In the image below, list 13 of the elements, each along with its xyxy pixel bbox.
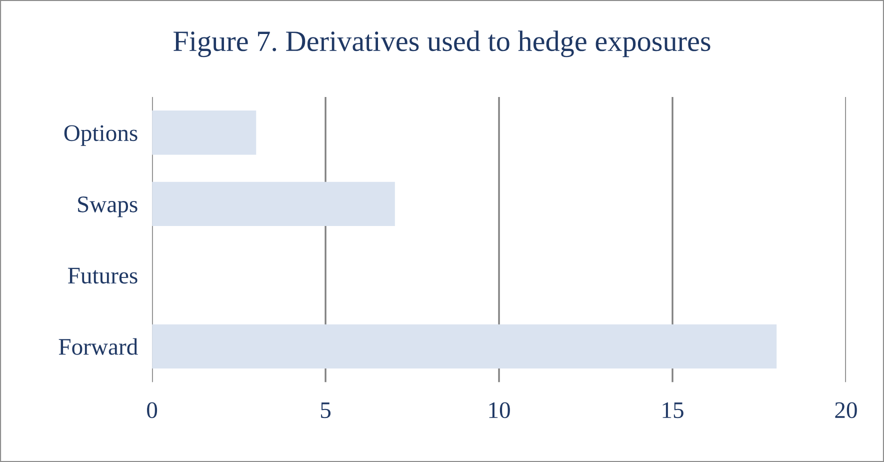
x-tick-label: 10: [489, 402, 510, 418]
x-tick-label: 15: [662, 402, 684, 418]
x-tick-label: 5: [321, 402, 331, 418]
x-tick-label: 0: [147, 402, 158, 418]
x-tick-label: 20: [835, 402, 857, 418]
y-tick-label: Futures: [68, 268, 138, 284]
bar: [152, 110, 256, 155]
y-tick-label: Forward: [58, 338, 138, 355]
bar: [152, 182, 395, 226]
y-tick-label: Swaps: [78, 196, 138, 218]
bar: [152, 324, 777, 369]
chart-title: Figure 7. Derivatives used to hedge exposures: [174, 30, 710, 58]
y-tick-label: Options: [64, 125, 138, 146]
